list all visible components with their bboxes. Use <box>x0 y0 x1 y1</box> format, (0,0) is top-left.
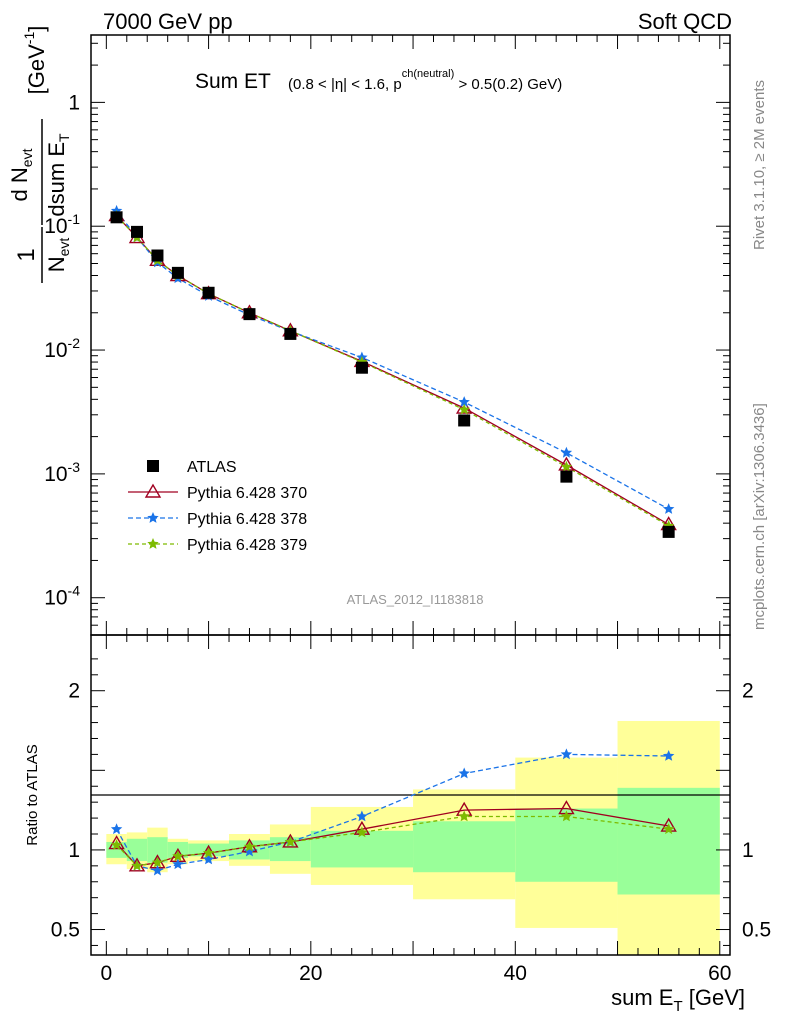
main-point-atlas <box>202 286 215 299</box>
main-point-378 <box>560 446 573 458</box>
main-point-atlas <box>151 249 164 262</box>
main-y-tick-label: 1 <box>68 91 80 114</box>
x-tick-label: 20 <box>299 962 322 985</box>
plot-title-detail: (0.8 < |η| < 1.6, pch(neutral) > 0.5(0.2… <box>288 68 562 93</box>
main-point-atlas <box>110 211 123 224</box>
main-line-379 <box>116 215 670 527</box>
legend-marker <box>147 538 159 549</box>
main-point-379 <box>560 460 573 472</box>
ratio-point-378 <box>110 823 123 835</box>
band-inner-bin <box>515 808 618 882</box>
x-tick-label: 40 <box>504 962 527 985</box>
axis-ticks <box>91 35 730 955</box>
legend: ATLAS Pythia 6.428 370 Pythia 6.428 378 Pyt… <box>128 459 307 554</box>
ratio-point-378 <box>172 858 184 870</box>
main-point-atlas <box>662 525 675 538</box>
band-inner-bin <box>310 830 414 868</box>
ratio-point-378 <box>202 853 215 865</box>
ratio-point-379 <box>458 810 470 822</box>
ratio-point-379 <box>662 823 675 835</box>
main-point-atlas <box>458 414 471 427</box>
x-tick-label: 60 <box>708 962 731 985</box>
ratio-point-370 <box>108 835 125 850</box>
main-point-378 <box>662 503 675 514</box>
band-inner-bin <box>126 838 148 862</box>
ratio-point-378 <box>458 767 470 779</box>
ratio-point-378 <box>243 845 256 857</box>
band-inner-bin <box>413 821 516 873</box>
main-y-tick-label: 10-3 <box>44 459 80 486</box>
svg-text:Nevt: Nevt <box>44 238 72 273</box>
legend-marker <box>147 512 159 523</box>
analysis-id: ATLAS_2012_I1183818 <box>347 592 484 607</box>
main-point-atlas <box>131 225 144 238</box>
uncertainty-bands <box>106 720 720 955</box>
ratio-panel-frame <box>90 634 731 956</box>
axis-tick-labels: 10-4 10-3 10-2 10-1 1 0 20 40 60 0.5 0.5 1 1 2 2 <box>44 91 771 985</box>
main-point-atlas <box>243 308 256 321</box>
ratio-point-379 <box>202 847 215 858</box>
ratio-point-379 <box>284 836 297 847</box>
svg-text:d Nevt: d Nevt <box>7 148 35 201</box>
ratio-y-tick-label-right: 0.5 <box>742 919 771 942</box>
process-label: Soft QCD <box>638 9 732 34</box>
ratio-point-379 <box>151 856 164 868</box>
ratio-point-378 <box>560 748 573 760</box>
svg-text:dsum ET: dsum ET <box>44 133 72 217</box>
energy-label: 7000 GeV pp <box>103 9 233 34</box>
legend-label: Pythia 6.428 379 <box>187 537 307 554</box>
ratio-y-tick-label-right: 2 <box>742 680 754 703</box>
band-inner-bin <box>147 837 168 863</box>
ratio-point-379 <box>131 859 143 871</box>
band-inner-bin <box>617 787 720 895</box>
ratio-point-379 <box>243 840 256 852</box>
ratio-y-tick-label-right: 1 <box>742 839 754 862</box>
svg-text:1: 1 <box>13 248 40 261</box>
ratio-line-378 <box>116 753 669 872</box>
plot-title: Sum ET <box>195 70 271 93</box>
main-point-atlas <box>284 327 297 340</box>
main-point-atlas <box>355 361 368 374</box>
ratio-point-379 <box>110 839 123 850</box>
legend-label: ATLAS <box>187 459 237 476</box>
ratio-point-379 <box>172 850 184 862</box>
legend-marker <box>147 460 159 472</box>
legend-label: Pythia 6.428 378 <box>187 511 307 528</box>
main-point-379 <box>662 519 675 531</box>
ratio-y-tick-label-left: 2 <box>68 680 80 703</box>
ratio-y-tick-label-left: 0.5 <box>51 919 80 942</box>
main-point-379 <box>458 403 470 415</box>
ratio-point-378 <box>662 750 675 761</box>
ratio-y-tick-label-left: 1 <box>68 839 80 862</box>
main-point-atlas <box>171 266 184 279</box>
main-y-tick-label: 10-4 <box>44 583 80 610</box>
ratio-point-379 <box>356 826 368 838</box>
main-y-tick-label: 10-1 <box>44 211 80 238</box>
rivet-label: Rivet 3.1.10, ≥ 2M events <box>751 80 768 250</box>
ratio-point-379 <box>560 810 573 822</box>
main-y-tick-label: 10-2 <box>44 335 80 362</box>
series-markers <box>108 204 677 876</box>
ratio-point-378 <box>356 810 368 822</box>
ratio-point-378 <box>151 864 164 876</box>
main-point-370 <box>558 456 575 471</box>
x-tick-label: 0 <box>100 962 112 985</box>
main-point-atlas <box>560 470 573 483</box>
main-y-axis-label: 1 Nevt d Nevt dsum ET [GeV-1] <box>7 26 72 283</box>
main-point-370 <box>455 399 473 414</box>
legend-marker <box>144 483 162 498</box>
x-axis-label: sum ET [GeV] <box>611 985 745 1015</box>
mcplots-label: mcplots.cern.ch [arXiv:1306.3436] <box>751 403 768 630</box>
legend-label: Pythia 6.428 370 <box>187 485 307 502</box>
svg-text:[GeV-1]: [GeV-1] <box>21 26 49 95</box>
main-point-378 <box>458 396 470 407</box>
ratio-y-axis-label: Ratio to ATLAS <box>24 744 41 845</box>
